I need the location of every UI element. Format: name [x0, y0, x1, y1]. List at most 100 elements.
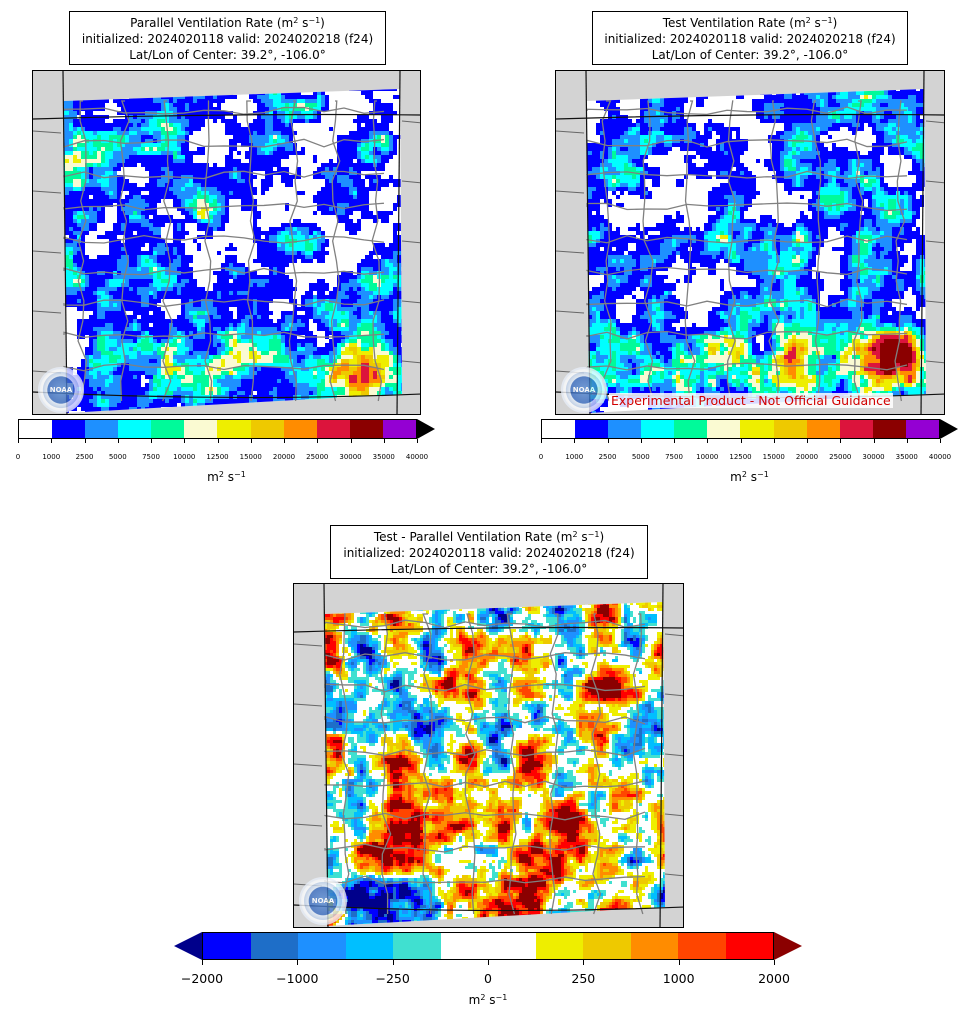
colorbar-segment [316, 420, 350, 438]
test-colorbar: 0 1000 2500 5000 7500 10000 12500 15000 20000 250… [539, 419, 961, 484]
colorbar-tick [51, 439, 53, 443]
colorbar-tick [151, 439, 152, 443]
difference-title-box: Test - Parallel Ventilation Rate (m2 s−1… [330, 525, 648, 579]
colorbar-tick [906, 439, 908, 443]
colorbar-segment [184, 420, 218, 438]
colorbar-tick [184, 439, 186, 443]
colorbar-tick-label: 15000 [240, 453, 262, 461]
colorbar-tick-label: 40000 [406, 453, 428, 461]
colorbar-tick [350, 439, 352, 443]
colorbar-extend-arrow [417, 419, 435, 439]
colorbar-segment [85, 420, 119, 438]
colorbar-tick-label: 0 [539, 453, 543, 461]
colorbar-tick [392, 960, 394, 965]
colorbar-tick [940, 439, 941, 443]
colorbar-tick-label: 5000 [109, 453, 127, 461]
colorbar-strip [541, 419, 940, 439]
colorbar-segment [641, 420, 675, 438]
colorbar-segment [608, 420, 642, 438]
colorbar-segment [575, 420, 609, 438]
test-map-field [556, 71, 944, 414]
colorbar-tick-label: 25000 [306, 453, 328, 461]
colorbar-segment [298, 933, 346, 959]
colorbar-tick [541, 439, 542, 443]
colorbar-tick-label: −250 [375, 971, 409, 986]
test-title-line1: Test Ventilation Rate (m2 s−1) [598, 15, 902, 31]
colorbar-tick [840, 439, 842, 443]
difference-title-line3: Lat/Lon of Center: 39.2°, -106.0° [336, 561, 642, 577]
colorbar-segment [349, 420, 383, 438]
colorbar-tick-label: 25000 [829, 453, 851, 461]
colorbar-segment [806, 420, 840, 438]
colorbar-tick [284, 439, 285, 443]
colorbar-tick [774, 960, 775, 965]
parallel-map-field [33, 71, 420, 414]
colorbar-extend-high-arrow [774, 932, 802, 960]
colorbar-extend-arrow [940, 419, 958, 439]
colorbar-tick-label: 2500 [76, 453, 94, 461]
colorbar-segment [19, 420, 53, 438]
colorbar-segment [118, 420, 152, 438]
colorbar-segment [674, 420, 708, 438]
colorbar-segment [839, 420, 873, 438]
colorbar-tick [773, 439, 775, 443]
colorbar-tick [640, 439, 642, 443]
colorbar-tick-label: 1000 [42, 453, 60, 461]
parallel-map: NOAA [32, 70, 421, 415]
colorbar-tick-label: 0 [16, 453, 20, 461]
colorbar-segment [250, 933, 298, 959]
colorbar-unit-label: m2 s−1 [207, 470, 246, 484]
noaa-logo: NOAA [299, 877, 347, 925]
colorbar-strip [18, 419, 417, 439]
colorbar-segment [630, 933, 678, 959]
colorbar-tick [873, 439, 875, 443]
colorbar-segment [905, 420, 939, 438]
difference-colorbar: −2000 −1000 −250 0 250 1000 2000 m2 s−1 [174, 930, 804, 1020]
colorbar-tick-label: 30000 [862, 453, 884, 461]
colorbar-tick [740, 439, 742, 443]
colorbar-segment [725, 933, 773, 959]
parallel-colorbar: 0 1000 2500 5000 7500 10000 12500 15000 20000 250… [16, 419, 438, 484]
colorbar-tick-label: 10000 [696, 453, 718, 461]
colorbar-tick-label: 7500 [142, 453, 160, 461]
noaa-logo: NOAA [561, 367, 607, 413]
colorbar-tick-label: 40000 [929, 453, 951, 461]
parallel-title-line3: Lat/Lon of Center: 39.2°, -106.0° [75, 47, 380, 63]
colorbar-tick [18, 439, 19, 443]
colorbar-tick-label: 250 [571, 971, 595, 986]
parallel-title-line1: Parallel Ventilation Rate (m2 s−1) [75, 15, 380, 31]
colorbar-tick-label: 1000 [565, 453, 583, 461]
colorbar-tick-label: 7500 [665, 453, 683, 461]
test-title-box: Test Ventilation Rate (m2 s−1) initializ… [592, 11, 908, 65]
colorbar-segment [678, 933, 726, 959]
colorbar-tick [607, 439, 609, 443]
test-title-line3: Lat/Lon of Center: 39.2°, -106.0° [598, 47, 902, 63]
colorbar-tick [417, 439, 418, 443]
colorbar-segment [440, 933, 488, 959]
colorbar-tick [583, 960, 585, 965]
difference-map: NOAA [293, 583, 684, 928]
colorbar-tick [674, 439, 675, 443]
colorbar-segment [52, 420, 86, 438]
colorbar-tick [317, 439, 319, 443]
difference-title-line2: initialized: 2024020118 valid: 202402021… [336, 545, 642, 561]
colorbar-segment [773, 420, 807, 438]
colorbar-segment [345, 933, 393, 959]
colorbar-tick [707, 439, 709, 443]
colorbar-tick [202, 960, 203, 965]
colorbar-extend-low-arrow [174, 932, 202, 960]
colorbar-segment [542, 420, 576, 438]
colorbar-tick-label: −1000 [276, 971, 318, 986]
colorbar-tick [217, 439, 219, 443]
colorbar-segment [707, 420, 741, 438]
colorbar-tick-label: 20000 [796, 453, 818, 461]
test-title-line2: initialized: 2024020118 valid: 202402021… [598, 31, 902, 47]
parallel-title-box: Parallel Ventilation Rate (m2 s−1) initi… [69, 11, 386, 65]
difference-map-field [294, 584, 683, 927]
colorbar-tick-label: 10000 [173, 453, 195, 461]
colorbar-segment [217, 420, 251, 438]
experimental-watermark: Experimental Product - Not Official Guid… [609, 393, 893, 408]
colorbar-segment [393, 933, 441, 959]
colorbar-tick [250, 439, 252, 443]
colorbar-tick [383, 439, 385, 443]
